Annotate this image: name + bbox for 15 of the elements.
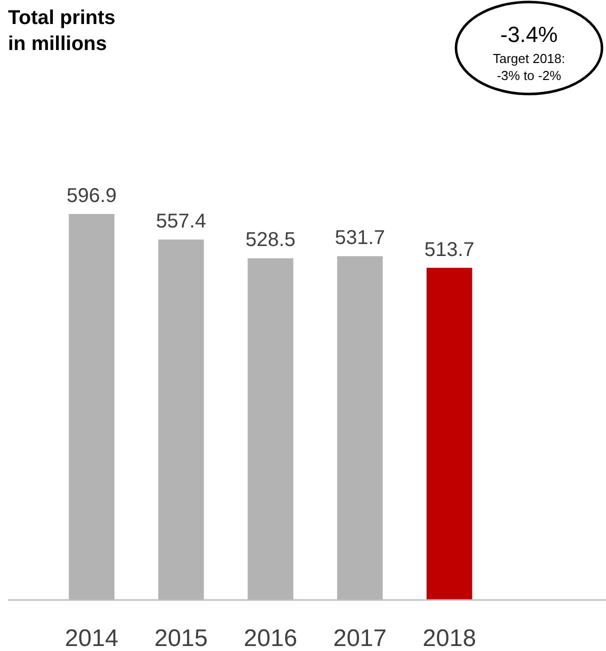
x-tick-label: 2014 [64, 625, 118, 651]
x-tick-label: 2016 [244, 625, 298, 651]
data-label: 513.7 [424, 238, 474, 261]
x-tick-label: 2015 [154, 625, 208, 651]
x-tick-label: 2018 [422, 625, 476, 651]
bar [426, 268, 472, 600]
text: -3% to -2% [496, 68, 562, 83]
data-label: 531.7 [334, 227, 385, 250]
x-tick-label: 2017 [333, 625, 387, 651]
data-label: 596.9 [66, 185, 117, 207]
text: -3.4% [500, 22, 558, 47]
data-label: 557.4 [156, 210, 206, 233]
data-label: 528.5 [245, 229, 296, 252]
text: Target 2018: [492, 51, 566, 66]
chart-title: Total prints in millions [8, 7, 116, 55]
